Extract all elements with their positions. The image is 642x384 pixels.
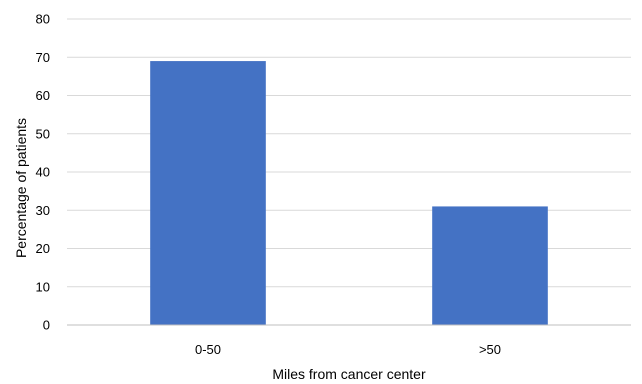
x-tick-labels: 0-50 >50 bbox=[195, 342, 501, 357]
x-tick-label: 0-50 bbox=[195, 342, 221, 357]
y-tick-label: 30 bbox=[36, 203, 50, 218]
bar-1 bbox=[432, 206, 548, 325]
y-tick-label: 0 bbox=[43, 318, 50, 333]
y-axis-title: Percentage of patients bbox=[13, 118, 29, 258]
x-axis-title: Miles from cancer center bbox=[272, 366, 426, 382]
bar-0 bbox=[150, 61, 266, 325]
y-tick-label: 10 bbox=[36, 279, 50, 294]
y-tick-label: 50 bbox=[36, 126, 50, 141]
x-tick-label: >50 bbox=[479, 342, 501, 357]
y-tick-label: 60 bbox=[36, 88, 50, 103]
y-tick-labels: 0 10 20 30 40 50 60 70 80 bbox=[36, 12, 50, 333]
bars bbox=[150, 61, 548, 325]
y-tick-label: 20 bbox=[36, 241, 50, 256]
y-tick-label: 70 bbox=[36, 50, 50, 65]
y-tick-label: 40 bbox=[36, 165, 50, 180]
y-tick-label: 80 bbox=[36, 12, 50, 27]
